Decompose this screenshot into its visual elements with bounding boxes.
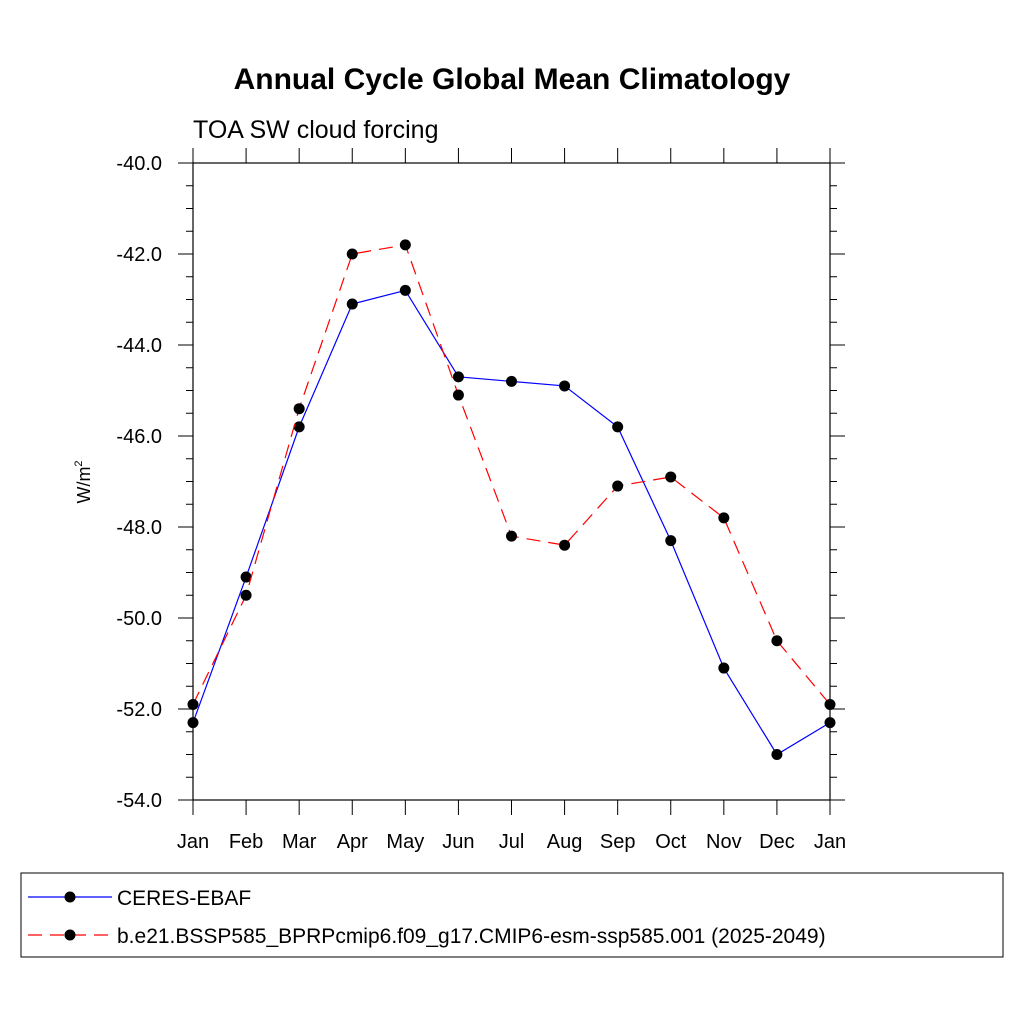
data-point [187, 698, 199, 710]
legend: CERES-EBAF b.e21.BSSP585_BPRPcmip6.f09_g1… [20, 872, 1004, 958]
y-tick-label: -42.0 [116, 244, 162, 266]
y-tick-label: -52.0 [116, 699, 162, 721]
data-point [506, 530, 517, 542]
y-axis-label: W/m2 [73, 460, 94, 503]
data-point [506, 375, 517, 387]
data-point [346, 298, 358, 310]
x-tick-label: Aug [547, 831, 583, 853]
legend-box [20, 872, 1004, 958]
data-point [240, 571, 252, 583]
x-tick-label: Jan [814, 831, 846, 853]
y-tick-label: -46.0 [116, 426, 162, 448]
series-1 [187, 284, 836, 760]
x-tick-label: Nov [706, 831, 742, 853]
x-tick-label: Oct [655, 831, 687, 853]
legend-label-1: CERES-EBAF [117, 887, 251, 910]
x-tick-label: Feb [229, 831, 263, 853]
legend-marker-2 [64, 929, 76, 941]
chart-subtitle: TOA SW cloud forcing [193, 116, 438, 144]
svg-text:W/m2: W/m2 [73, 460, 94, 503]
data-point [718, 662, 730, 674]
x-tick-label: Jan [177, 831, 209, 853]
x-tick-label: Sep [600, 831, 636, 853]
y-tick-label: -44.0 [116, 335, 162, 357]
x-tick-label: Apr [337, 831, 368, 853]
series-2 [187, 239, 836, 710]
data-point [824, 698, 836, 710]
series-line-1 [192, 289, 831, 756]
data-point [824, 717, 836, 729]
data-point [346, 248, 358, 260]
y-tick-label: -50.0 [116, 608, 162, 630]
y-tick-label: -40.0 [116, 153, 162, 175]
data-point [399, 284, 411, 296]
series-layer [187, 239, 836, 760]
data-point [612, 480, 624, 492]
chart-title: Annual Cycle Global Mean Climatology [234, 63, 791, 96]
axis-tick-labels: Jan Feb Mar Apr May Jun Jul Aug Sep Oct Nov Dec Jan-… [116, 153, 846, 853]
legend-label-2: b.e21.BSSP585_BPRPcmip6.f09_g17.CMIP6-es… [117, 925, 826, 948]
data-point [187, 717, 199, 729]
data-point [771, 635, 783, 647]
data-point [665, 535, 677, 547]
legend-marker-1 [64, 891, 76, 903]
axis-ticks [178, 148, 845, 815]
data-point [665, 471, 677, 483]
x-tick-label: Jul [499, 831, 525, 853]
data-point [240, 589, 252, 601]
x-tick-label: Mar [282, 831, 317, 853]
y-tick-label: -54.0 [116, 790, 162, 812]
x-tick-label: Jun [442, 831, 474, 853]
y-axis-label-superscript: 2 [73, 460, 85, 466]
data-point [559, 539, 571, 551]
data-point [771, 749, 783, 760]
plot-area-frame [192, 162, 831, 801]
series-line-2 [192, 244, 831, 705]
data-point [399, 239, 411, 251]
x-tick-label: Dec [759, 831, 795, 853]
x-tick-label: May [386, 831, 424, 853]
data-point [612, 421, 624, 433]
data-point [718, 512, 730, 524]
data-point [293, 403, 305, 415]
data-point [559, 380, 571, 392]
y-tick-label: -48.0 [116, 517, 162, 539]
data-point [452, 371, 464, 383]
data-point [293, 421, 305, 433]
data-point [452, 389, 464, 401]
y-axis-label-text: W/m [74, 467, 94, 504]
